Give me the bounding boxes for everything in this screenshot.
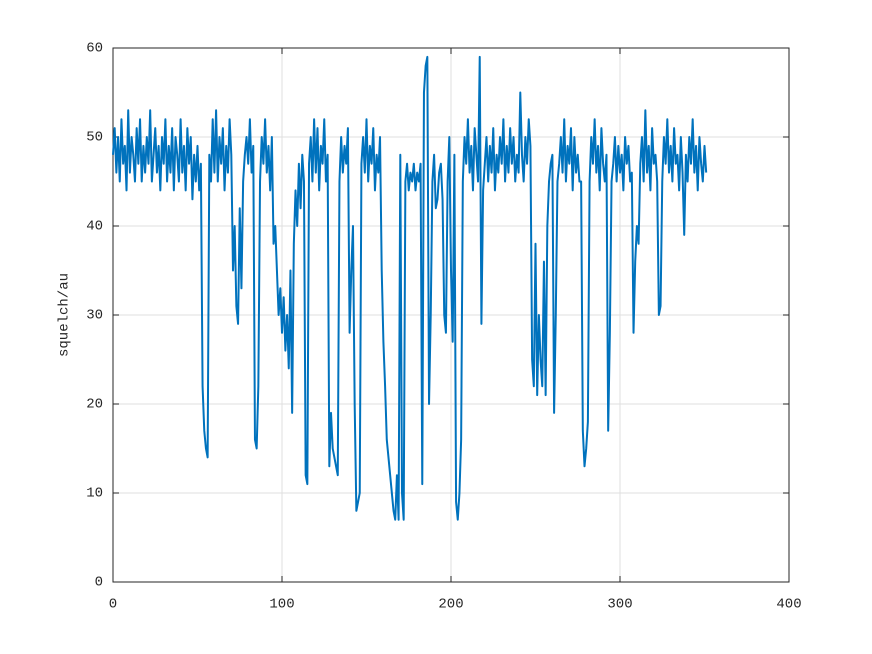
y-tick-label: 60 [86,41,103,57]
plot-frame [112,47,790,583]
y-tick-label: 20 [86,397,103,413]
y-tick-label: 40 [86,219,103,235]
x-tick-label: 200 [438,597,463,613]
x-tick-label: 100 [269,597,294,613]
y-axis-label: squelch/au [57,273,73,357]
x-tick-label: 300 [607,597,632,613]
y-tick-label: 10 [86,486,103,502]
y-tick-label: 0 [95,575,103,591]
x-tick-label: 0 [109,597,117,613]
y-tick-label: 50 [86,130,103,146]
x-tick-label: 400 [776,597,801,613]
data-line [112,55,708,521]
y-tick-label: 30 [86,308,103,324]
